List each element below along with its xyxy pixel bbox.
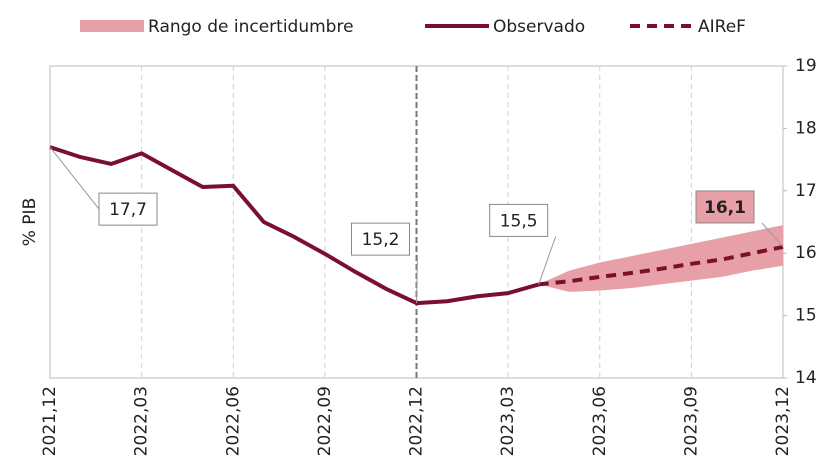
legend-label: Rango de incertidumbre	[148, 17, 354, 37]
legend-swatch	[80, 20, 144, 32]
label-leader	[49, 146, 100, 210]
legend-label: Observado	[493, 17, 585, 37]
data-label: 15,2	[362, 230, 400, 250]
y-tick-label: 14	[795, 368, 817, 388]
label-box	[98, 192, 158, 226]
y-tick-label: 18	[795, 118, 817, 138]
y-axis-label: % PIB	[20, 198, 40, 247]
uncertainty-band	[538, 225, 783, 292]
x-tick-label: 2022,12	[407, 386, 427, 456]
label-leader	[761, 222, 784, 248]
y-tick-label: 19	[795, 56, 817, 76]
label-box	[489, 203, 549, 237]
x-tick-label: 2023,06	[590, 386, 610, 456]
data-label: 15,5	[500, 211, 538, 231]
x-tick-label: 2021,12	[40, 386, 60, 456]
x-tick-label: 2023,03	[498, 386, 518, 456]
label-leader	[538, 236, 557, 285]
series-line	[49, 145, 540, 306]
legend-label: AIReF	[698, 17, 746, 37]
data-label: 16,1	[704, 198, 746, 218]
data-label: 17,7	[109, 200, 147, 220]
x-tick-label: 2022,03	[132, 386, 152, 456]
x-tick-label: 2022,06	[223, 386, 243, 456]
x-tick-label: 2023,12	[773, 386, 793, 456]
label-box	[695, 190, 755, 224]
y-tick-label: 16	[795, 243, 817, 263]
y-tick-label: 15	[795, 306, 817, 326]
label-leader	[416, 255, 418, 304]
x-tick-label: 2023,09	[681, 386, 701, 456]
series-line	[538, 245, 784, 287]
x-tick-label: 2022,09	[315, 386, 335, 456]
y-tick-label: 17	[795, 181, 817, 201]
label-box	[351, 222, 410, 256]
